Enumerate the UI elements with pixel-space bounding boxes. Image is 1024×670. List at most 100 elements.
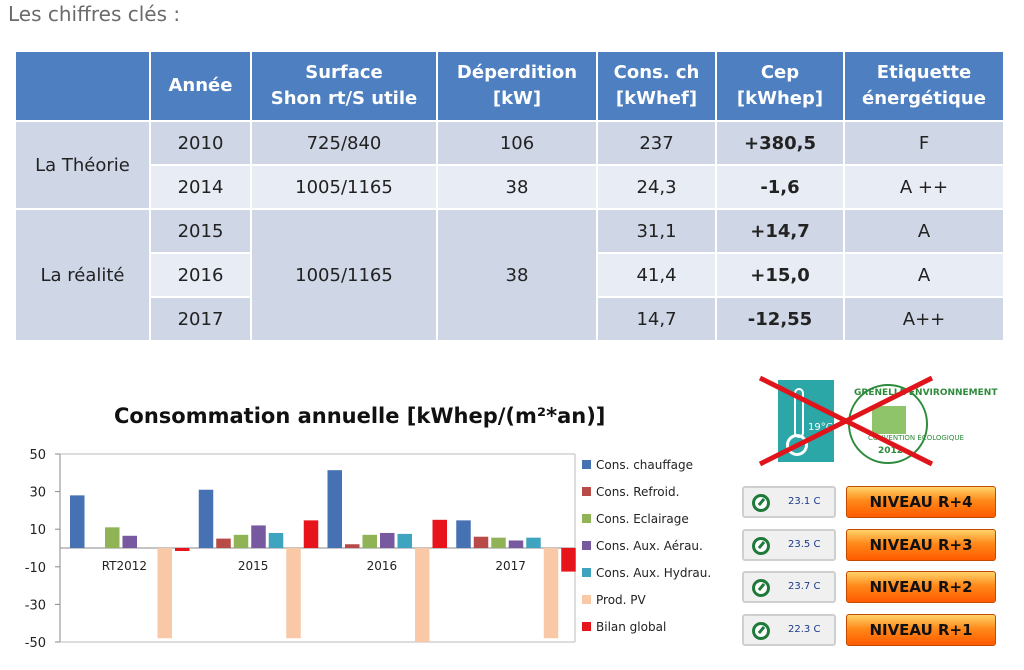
- gauge-icon: [752, 622, 770, 640]
- legend-swatch: [582, 460, 591, 469]
- bar: [327, 470, 342, 548]
- legend-swatch: [582, 514, 591, 523]
- bar: [286, 548, 301, 639]
- level-button[interactable]: NIVEAU R+3: [846, 529, 996, 561]
- temperature-sensor[interactable]: 23.7 C: [742, 571, 836, 603]
- chart-title: Consommation annuelle [kWhep/(m²*an)]: [114, 404, 606, 428]
- temperature-sensor[interactable]: 23.5 C: [742, 529, 836, 561]
- header-annee: Année: [149, 50, 252, 122]
- seal-subtext: CONVENTION ÉCOLOGIQUE: [868, 434, 964, 442]
- bar: [268, 532, 284, 548]
- x-tick-label: 2017: [495, 559, 526, 573]
- temperature-sensor[interactable]: 23.1 C: [742, 486, 836, 518]
- bar: [415, 548, 430, 642]
- cell-surface: 1005/1165: [250, 164, 438, 210]
- sensor-temperature: 22.3 C: [788, 624, 821, 635]
- bar: [380, 532, 395, 548]
- level-row: 23.7 C NIVEAU R+2: [742, 571, 1004, 605]
- bar: [198, 489, 214, 548]
- y-tick-label: -50: [25, 636, 46, 651]
- cell-cep: +380,5: [715, 120, 845, 166]
- bar: [432, 519, 447, 548]
- cell-annee: 2010: [149, 120, 252, 166]
- table-row: 2016 41,4 +15,0 A: [15, 252, 1005, 298]
- label-badges: 19°C GRENELLE ENVIRONNEMENT CONVENTION É…: [752, 372, 997, 472]
- cell-deperdition: 38: [436, 164, 598, 210]
- legend-swatch: [582, 622, 591, 631]
- header-empty: [14, 50, 151, 122]
- cell-cep: +14,7: [715, 208, 845, 254]
- bar: [122, 535, 137, 548]
- sensor-temperature: 23.5 C: [788, 539, 821, 550]
- bar: [303, 520, 319, 548]
- bar: [70, 495, 85, 548]
- legend-label: Cons. Aux. Hydrau.: [596, 566, 711, 580]
- cell-surface-merged: 1005/1165: [250, 208, 438, 342]
- header-deperdition: Déperdition [kW]: [436, 50, 598, 122]
- legend-swatch: [582, 541, 591, 550]
- table-row: La Théorie 2010 725/840 106 237 +380,5 F: [14, 120, 1005, 210]
- section-heading: Les chiffres clés :: [8, 2, 181, 26]
- header-surface: Surface Shon rt/S utile: [250, 50, 438, 122]
- header-cons: Cons. ch [kWhef]: [596, 50, 717, 122]
- y-tick-label: 50: [29, 448, 46, 463]
- level-row: 23.5 C NIVEAU R+3: [742, 529, 1004, 563]
- table-row: 2014 1005/1165 38 24,3 -1,6 A ++: [15, 164, 1005, 210]
- cell-cons: 31,1: [596, 208, 717, 254]
- header-cep: Cep [kWhep]: [715, 50, 845, 122]
- cell-etiquette: A++: [843, 296, 1005, 342]
- thermometer-temp: 19°C: [808, 422, 833, 433]
- bar: [175, 548, 190, 552]
- bar: [456, 520, 471, 548]
- cell-cons: 14,7: [596, 296, 717, 342]
- legend-label: Bilan global: [596, 620, 666, 634]
- bar: [491, 537, 506, 548]
- red-cross-icon: [758, 375, 934, 467]
- grenelle-seal: GRENELLE ENVIRONNEMENT CONVENTION ÉCOLOG…: [848, 384, 997, 464]
- cell-cep: -1,6: [715, 164, 845, 210]
- cell-surface: 725/840: [250, 120, 438, 166]
- level-button[interactable]: NIVEAU R+2: [846, 571, 996, 603]
- cell-etiquette: F: [843, 120, 1005, 166]
- legend-label: Prod. PV: [596, 593, 647, 607]
- y-tick-label: 30: [29, 486, 46, 501]
- cell-deperdition: 106: [436, 120, 598, 166]
- cell-annee: 2015: [149, 208, 252, 254]
- y-tick-label: -10: [25, 561, 46, 576]
- legend-label: Cons. Eclairage: [596, 512, 689, 526]
- group-label-realite: La réalité: [14, 208, 151, 342]
- bar: [233, 534, 249, 548]
- gauge-icon: [752, 537, 770, 555]
- cell-annee: 2016: [149, 252, 252, 298]
- bar: [473, 536, 489, 548]
- bar: [157, 548, 172, 639]
- thermometer-bulb-icon: [786, 434, 808, 456]
- table-header-row: Année Surface Shon rt/S utile Déperdition…: [14, 50, 1005, 122]
- sensor-temperature: 23.7 C: [788, 581, 821, 592]
- cell-cep: +15,0: [715, 252, 845, 298]
- group-label-theorie: La Théorie: [14, 120, 151, 210]
- seal-text: GRENELLE ENVIRONNEMENT: [854, 388, 998, 398]
- level-button[interactable]: NIVEAU R+1: [846, 614, 996, 646]
- level-row: 23.1 C NIVEAU R+4: [742, 486, 1004, 520]
- legend-label: Cons. Aux. Aérau.: [596, 539, 703, 553]
- legend-swatch: [582, 487, 591, 496]
- sensor-temperature: 23.1 C: [788, 496, 821, 507]
- bar: [345, 544, 360, 548]
- key-figures-table: Année Surface Shon rt/S utile Déperdition…: [14, 50, 1005, 342]
- legend-swatch: [582, 568, 591, 577]
- level-row: 22.3 C NIVEAU R+1: [742, 614, 1004, 648]
- cell-annee: 2017: [149, 296, 252, 342]
- bar: [508, 540, 524, 548]
- cell-etiquette: A ++: [843, 164, 1005, 210]
- y-tick-label: 10: [29, 523, 46, 538]
- cell-cons: 41,4: [596, 252, 717, 298]
- level-button[interactable]: NIVEAU R+4: [846, 486, 996, 518]
- temperature-sensor[interactable]: 22.3 C: [742, 614, 836, 646]
- cell-cons: 237: [596, 120, 717, 166]
- cell-deperdition-merged: 38: [436, 208, 598, 342]
- bar: [397, 533, 412, 548]
- seal-house-icon: [872, 406, 906, 434]
- gauge-icon: [752, 579, 770, 597]
- y-tick-label: -30: [25, 598, 46, 613]
